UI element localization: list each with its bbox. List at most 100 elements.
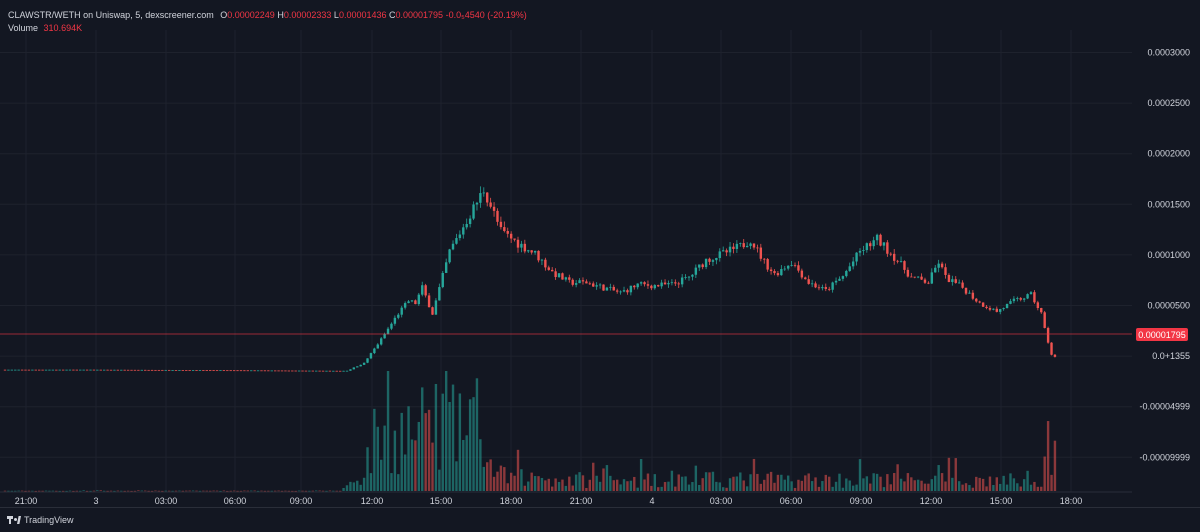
volume-bar bbox=[704, 472, 708, 491]
candle-body bbox=[181, 370, 185, 371]
candle-body bbox=[899, 261, 903, 262]
candle-body bbox=[540, 259, 544, 261]
volume-bar bbox=[551, 486, 554, 491]
volume-bar bbox=[380, 459, 383, 491]
candle-body bbox=[790, 264, 793, 266]
candle-body bbox=[243, 370, 246, 372]
candle-body bbox=[612, 286, 615, 291]
volume-bar bbox=[458, 393, 462, 491]
volume-bar bbox=[735, 476, 739, 491]
volume-bar bbox=[520, 469, 523, 491]
candle-body bbox=[715, 258, 718, 261]
volume-bar bbox=[718, 482, 721, 491]
volume-bar bbox=[701, 478, 704, 491]
candle-body bbox=[1046, 327, 1050, 343]
y-tick-label: 0.0000500 bbox=[1147, 301, 1190, 311]
candle-body bbox=[308, 370, 311, 372]
candle-body bbox=[776, 273, 780, 276]
candle-body bbox=[109, 369, 113, 371]
volume-bar bbox=[24, 490, 27, 492]
candle-body bbox=[530, 250, 533, 253]
candle-body bbox=[479, 193, 482, 203]
x-tick-label: 4 bbox=[649, 496, 654, 506]
candle-body bbox=[44, 369, 48, 371]
candle-body bbox=[780, 269, 783, 276]
close-label: C bbox=[389, 10, 396, 20]
volume-bar bbox=[150, 490, 154, 492]
volume-bar bbox=[882, 487, 886, 491]
candle-body bbox=[137, 369, 140, 371]
candle-body bbox=[116, 369, 120, 371]
volume-bar bbox=[191, 490, 195, 492]
volume-bar bbox=[462, 439, 465, 491]
candle-body bbox=[910, 276, 913, 278]
symbol-title[interactable]: CLAWSTR/WETH on Uniswap, 5, dexscreener.… bbox=[8, 10, 214, 20]
volume-bar bbox=[595, 475, 598, 491]
volume-bar bbox=[195, 490, 198, 492]
volume-bar bbox=[393, 430, 397, 491]
volume-bar bbox=[869, 483, 872, 491]
volume-bar bbox=[742, 480, 745, 491]
volume-bar bbox=[109, 490, 113, 492]
candle-body bbox=[260, 370, 263, 372]
volume-bar bbox=[126, 490, 130, 492]
volume-bar bbox=[277, 490, 280, 492]
candle-body bbox=[992, 308, 995, 310]
candle-body bbox=[3, 369, 7, 371]
volume-bar bbox=[940, 473, 944, 491]
candle-body bbox=[855, 252, 858, 262]
volume-bar bbox=[763, 479, 766, 491]
volume-bar bbox=[609, 475, 612, 491]
candle-body bbox=[578, 280, 581, 284]
candle-body bbox=[130, 369, 133, 371]
volume-bar bbox=[619, 484, 622, 491]
volume-bar bbox=[1019, 486, 1022, 491]
candle-body bbox=[256, 370, 260, 372]
volume-bar bbox=[547, 478, 550, 491]
candle-body bbox=[851, 261, 855, 267]
candle-body bbox=[763, 258, 766, 260]
candle-body bbox=[332, 370, 335, 372]
candle-body bbox=[1036, 302, 1040, 309]
volume-bar bbox=[759, 483, 763, 491]
candle-body bbox=[349, 369, 352, 371]
candle-body bbox=[893, 253, 896, 261]
candle-body bbox=[934, 267, 937, 273]
volume-bar bbox=[1029, 484, 1033, 491]
volume-bar bbox=[516, 449, 520, 491]
x-tick-label: 09:00 bbox=[290, 496, 313, 506]
volume-bar bbox=[482, 466, 485, 491]
candle-body bbox=[889, 253, 892, 255]
candle-body bbox=[267, 370, 270, 372]
candle-body bbox=[41, 369, 44, 371]
footer-bar: TradingView bbox=[0, 507, 1200, 532]
volume-bar bbox=[263, 490, 267, 492]
price-axis[interactable]: 0.0003000 0.0002500 0.0002000 0.0001500 0.00… bbox=[1139, 48, 1190, 463]
volume-bar bbox=[592, 462, 595, 491]
candle-body bbox=[916, 276, 920, 278]
volume-bar bbox=[848, 480, 851, 491]
candle-body bbox=[650, 285, 653, 289]
candle-body bbox=[96, 369, 99, 371]
volume-bar bbox=[725, 487, 728, 491]
candle-body bbox=[352, 367, 356, 370]
volume-bar bbox=[75, 490, 79, 492]
candle-body bbox=[735, 243, 739, 249]
volume-bar bbox=[390, 473, 393, 491]
volume-bar bbox=[267, 490, 270, 492]
candle-body bbox=[739, 243, 742, 244]
close-value: 0.00001795 bbox=[395, 10, 444, 20]
tradingview-logo[interactable]: TradingView bbox=[7, 515, 74, 525]
volume-bar bbox=[691, 482, 694, 491]
candle-body bbox=[633, 285, 636, 288]
volume-bar bbox=[588, 479, 592, 491]
volume-bar bbox=[489, 459, 492, 491]
time-axis[interactable]: 21:00 3 03:00 06:00 09:00 12:00 15:00 18:00 21:0… bbox=[15, 496, 1083, 506]
candle-body bbox=[458, 234, 462, 239]
x-tick-label: 03:00 bbox=[155, 496, 178, 506]
candle-body bbox=[380, 338, 383, 345]
candle-body bbox=[940, 263, 944, 268]
volume-bar bbox=[745, 486, 749, 491]
volume-bar bbox=[698, 484, 701, 491]
